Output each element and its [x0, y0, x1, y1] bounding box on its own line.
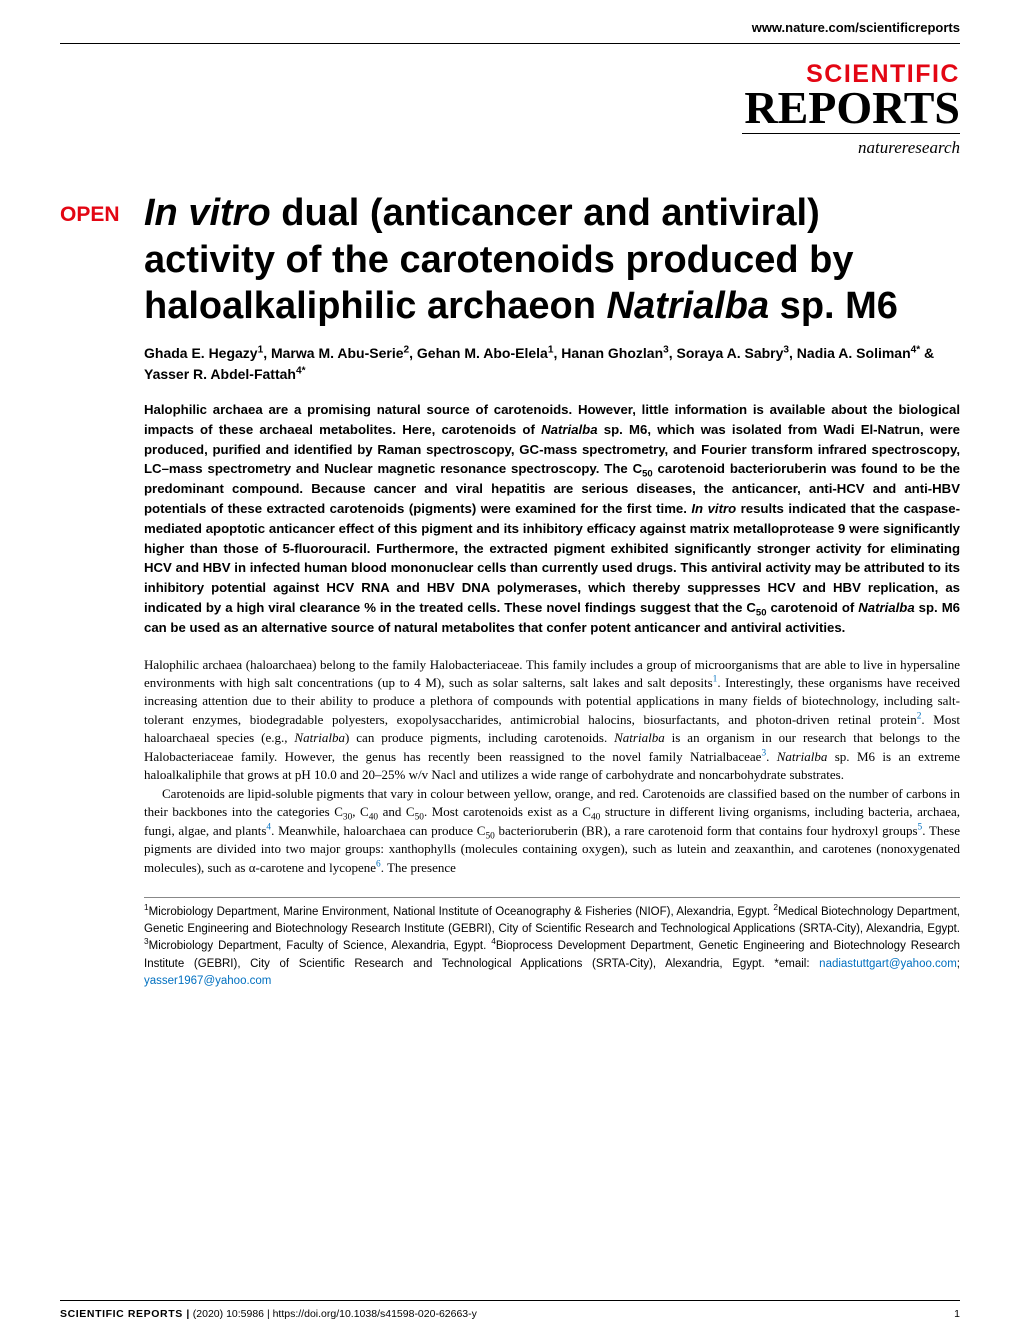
abstract: Halophilic archaea are a promising natur…	[144, 400, 960, 638]
title-row: OPEN In vitro dual (anticancer and antiv…	[60, 190, 960, 329]
page-footer: SCIENTIFIC REPORTS | (2020) 10:5986 | ht…	[60, 1300, 960, 1320]
body-paragraph: Halophilic archaea (haloarchaea) belong …	[144, 656, 960, 785]
article-title: In vitro dual (anticancer and antiviral)…	[144, 190, 960, 329]
journal-name-line2: REPORTS	[0, 87, 960, 129]
body-paragraph: Carotenoids are lipid-soluble pigments t…	[144, 785, 960, 877]
footer-journal: SCIENTIFIC REPORTS | (2020) 10:5986 | ht…	[60, 1308, 477, 1320]
journal-publisher: natureresearch	[0, 138, 960, 158]
body-text: Halophilic archaea (haloarchaea) belong …	[144, 656, 960, 877]
header-rule	[60, 43, 960, 44]
page-number: 1	[954, 1308, 960, 1320]
footer-journal-name: SCIENTIFIC REPORTS |	[60, 1308, 190, 1320]
author-list: Ghada E. Hegazy1, Marwa M. Abu-Serie2, G…	[144, 343, 960, 384]
journal-url: www.nature.com/scientificreports	[0, 0, 1020, 43]
article-content: OPEN In vitro dual (anticancer and antiv…	[0, 190, 1020, 990]
affiliations: 1Microbiology Department, Marine Environ…	[144, 904, 960, 990]
footer-citation: (2020) 10:5986 | https://doi.org/10.1038…	[193, 1308, 477, 1320]
journal-logo-divider	[742, 133, 960, 134]
journal-logo: SCIENTIFIC REPORTS natureresearch	[0, 62, 1020, 158]
affiliations-divider	[144, 897, 960, 898]
open-access-badge: OPEN	[60, 190, 128, 227]
